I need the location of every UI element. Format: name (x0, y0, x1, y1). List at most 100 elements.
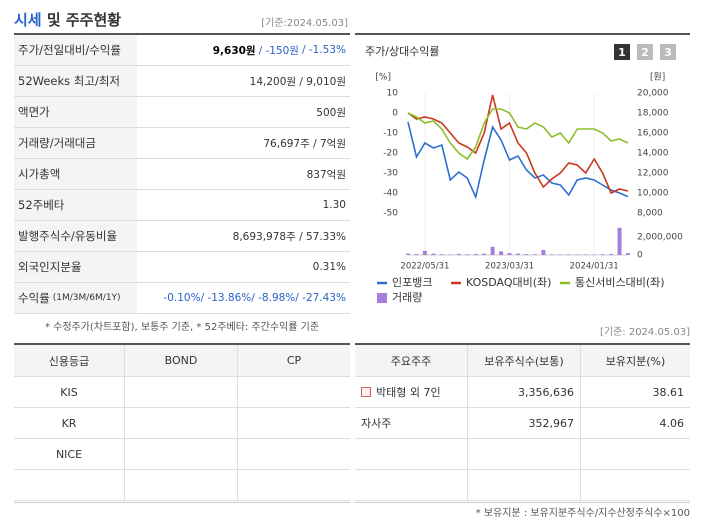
cell-text: 3,356,636 (518, 385, 574, 399)
label-text: 시가총액 (18, 167, 61, 181)
x-tick-label: 2024/01/31 (570, 262, 619, 272)
credit-table: 신용등급 BOND CP KIS KR NICE (14, 343, 350, 503)
table-cell: NICE (14, 439, 124, 470)
y2-tick-label: 18,000 (637, 109, 669, 119)
y2-tick-label: 14,000 (637, 149, 669, 159)
cell-text: BOND (164, 354, 198, 367)
legend-swatch (377, 293, 387, 303)
header-cell: 보유주식수(보통) (467, 345, 580, 377)
table-cell (14, 470, 124, 501)
chart-button[interactable] (660, 44, 676, 60)
cell-text: KR (61, 416, 77, 430)
volume-bar (524, 254, 529, 255)
y2-tick-label: 8,000 (637, 209, 663, 219)
y2-tick-label: 16,000 (637, 129, 669, 139)
row-label: 거래량/거래대금 (14, 128, 137, 159)
cell-text: 보유주식수(보통) (484, 354, 564, 368)
cell-text: CP (286, 354, 302, 367)
x-tick-label: 2023/03/31 (485, 262, 534, 272)
row-label: 주가/전일대비/수익률 (14, 35, 137, 66)
value-part: 8,693,978주 / 57.33% (232, 230, 346, 243)
table-cell (355, 470, 467, 501)
rule (14, 33, 350, 35)
value-part: 837억원 (306, 168, 346, 181)
table-cell (237, 470, 350, 501)
y-unit: [%] (375, 73, 391, 83)
y2-tick-label: 10,000 (637, 189, 669, 199)
row-value: 500원 (137, 97, 350, 128)
value-part: 0.31% (312, 261, 346, 273)
cell-text: 4.06 (659, 416, 685, 430)
header-cell: 보유지분(%) (580, 345, 690, 377)
cell-text: 주요주주 (390, 354, 432, 368)
title-rest: 및 주주현황 (46, 11, 122, 29)
value-part: 1.30 (322, 199, 346, 211)
table-cell: 자사주 (355, 408, 467, 439)
cell-text: NICE (55, 447, 83, 461)
row-value: 76,697주 / 7억원 (137, 128, 350, 159)
table-cell (237, 377, 350, 408)
label-text: 주가/전일대비/수익률 (18, 43, 121, 57)
label-text: 52주베타 (18, 198, 65, 212)
table-cell: 3,356,636 (467, 377, 580, 408)
series-line (407, 94, 629, 195)
legend-label: 인포뱅크 (392, 276, 432, 289)
label-text: 액면가 (18, 105, 50, 119)
row-value: -0.10%/ -13.86%/ -8.98%/ -27.43% (137, 283, 350, 314)
legend-label: 통신서비스대비(좌) (575, 276, 665, 289)
table-cell: KR (14, 408, 124, 439)
chart-button[interactable] (637, 44, 653, 60)
table-cell (124, 408, 237, 439)
table-cell (580, 439, 690, 470)
volume-bar (516, 253, 520, 255)
label-text: 52Weeks 최고/최저 (18, 74, 120, 88)
chart-button-label: 1 (618, 46, 626, 59)
volume-bar (549, 254, 554, 255)
row-label: 52주베타 (14, 190, 137, 221)
legend-label: KOSDAQ대비(좌) (466, 276, 551, 289)
row-value: 837억원 (137, 159, 350, 190)
table-cell: 352,967 (467, 408, 580, 439)
header-cell: 주요주주 (355, 345, 467, 377)
holders-date: [기준: 2024.05.03] (599, 327, 690, 338)
y-tick-label: 10 (387, 89, 399, 99)
summary-table: 주가/전일대비/수익률 9,630원 / -150원 / -1.53% 52Weeks … (14, 35, 350, 314)
volume-bar (482, 253, 487, 255)
row-label: 발행주식수/유동비율 (14, 221, 137, 252)
series-line (407, 108, 629, 161)
value-part: 500원 (316, 106, 346, 119)
value-part: 9,630원 (212, 44, 256, 57)
header-cell: 신용등급 (14, 345, 124, 377)
chart-title: 주가/상대수익률 (365, 45, 440, 58)
y-tick-label: -10 (383, 129, 398, 139)
row-value: 9,630원 / -150원 / -1.53% (137, 35, 350, 66)
chart-button-label: 2 (641, 46, 649, 59)
value-part: 76,697주 / 7억원 (263, 137, 346, 150)
table-cell (124, 439, 237, 470)
table-cell (467, 470, 580, 501)
y2-tick-label: 20,000 (637, 89, 669, 99)
volume-bar (566, 254, 571, 255)
chart-button[interactable] (614, 44, 630, 60)
y-tick-label: -30 (383, 169, 398, 179)
header-cell: BOND (124, 345, 237, 377)
table-cell (237, 439, 350, 470)
value-part: -0.10%/ -13.86%/ -8.98%/ -27.43% (163, 292, 346, 304)
cell-text: 352,967 (528, 416, 575, 430)
row-value: 1.30 (137, 190, 350, 221)
table-cell (580, 470, 690, 501)
volume-tick-label: 2,000,000 (637, 232, 683, 242)
row-value: 8,693,978주 / 57.33% (137, 221, 350, 252)
y-tick-label: 0 (392, 109, 398, 119)
label-text: 외국인지분율 (18, 260, 82, 274)
y2-unit: [원] (650, 72, 665, 83)
series-line (407, 121, 629, 200)
table-cell (124, 377, 237, 408)
table-cell (355, 439, 467, 470)
expand-icon[interactable] (361, 387, 371, 397)
volume-bar (456, 253, 461, 255)
row-value: 14,200원 / 9,010원 (137, 66, 350, 97)
volume-bar (507, 253, 512, 255)
summary-note: * 수정주가(차트포함), 보통주 기준, * 52주베타: 주간수익률 기준 (44, 322, 320, 333)
